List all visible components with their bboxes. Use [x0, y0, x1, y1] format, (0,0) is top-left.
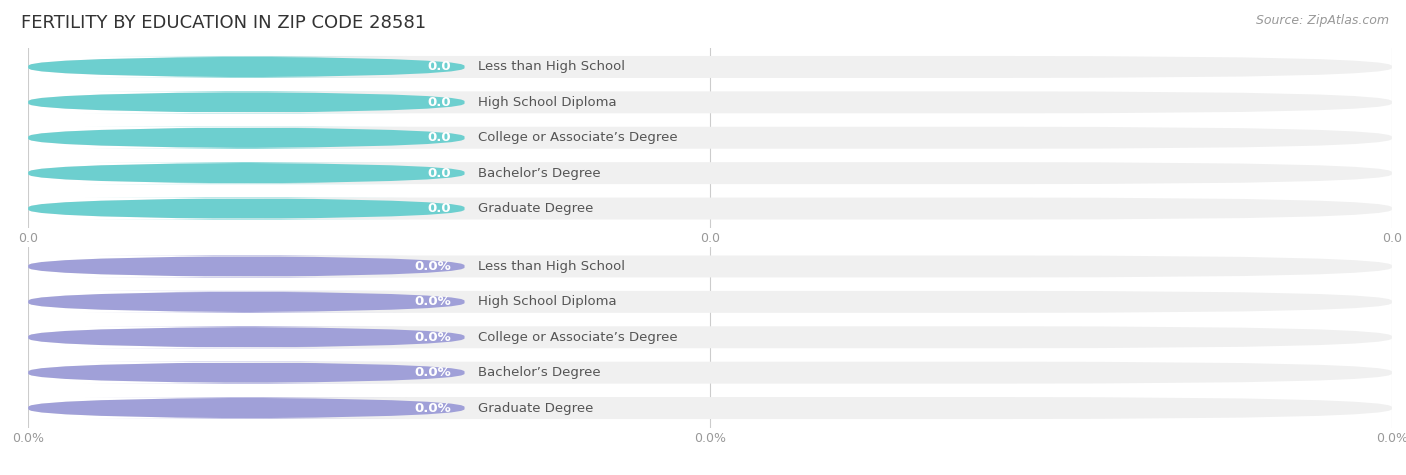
FancyBboxPatch shape [28, 127, 464, 149]
FancyBboxPatch shape [28, 291, 464, 313]
FancyBboxPatch shape [28, 326, 464, 348]
FancyBboxPatch shape [28, 127, 1392, 149]
Text: Source: ZipAtlas.com: Source: ZipAtlas.com [1256, 14, 1389, 27]
Text: Less than High School: Less than High School [478, 60, 626, 74]
FancyBboxPatch shape [28, 91, 464, 114]
FancyBboxPatch shape [28, 397, 464, 419]
FancyBboxPatch shape [28, 291, 1392, 313]
Text: College or Associate’s Degree: College or Associate’s Degree [478, 331, 678, 344]
Text: High School Diploma: High School Diploma [478, 96, 617, 109]
Text: 0.0: 0.0 [427, 202, 451, 215]
FancyBboxPatch shape [28, 361, 1392, 384]
Text: College or Associate’s Degree: College or Associate’s Degree [478, 131, 678, 144]
Text: 0.0: 0.0 [427, 96, 451, 109]
Text: Graduate Degree: Graduate Degree [478, 401, 593, 415]
FancyBboxPatch shape [28, 256, 1392, 277]
Text: 0.0%: 0.0% [415, 401, 451, 415]
Text: Bachelor’s Degree: Bachelor’s Degree [478, 366, 600, 379]
Text: Less than High School: Less than High School [478, 260, 626, 273]
Text: FERTILITY BY EDUCATION IN ZIP CODE 28581: FERTILITY BY EDUCATION IN ZIP CODE 28581 [21, 14, 426, 32]
Text: 0.0: 0.0 [427, 131, 451, 144]
Text: Bachelor’s Degree: Bachelor’s Degree [478, 167, 600, 180]
Text: 0.0: 0.0 [427, 167, 451, 180]
FancyBboxPatch shape [28, 56, 464, 78]
FancyBboxPatch shape [28, 361, 464, 384]
Text: 0.0%: 0.0% [415, 366, 451, 379]
FancyBboxPatch shape [28, 256, 464, 277]
FancyBboxPatch shape [28, 162, 1392, 184]
Text: High School Diploma: High School Diploma [478, 295, 617, 308]
Text: 0.0: 0.0 [427, 60, 451, 74]
Text: 0.0%: 0.0% [415, 331, 451, 344]
FancyBboxPatch shape [28, 397, 1392, 419]
FancyBboxPatch shape [28, 56, 1392, 78]
FancyBboxPatch shape [28, 91, 1392, 114]
Text: 0.0%: 0.0% [415, 295, 451, 308]
FancyBboxPatch shape [28, 198, 464, 219]
FancyBboxPatch shape [28, 162, 464, 184]
FancyBboxPatch shape [28, 198, 1392, 219]
FancyBboxPatch shape [28, 326, 1392, 348]
Text: Graduate Degree: Graduate Degree [478, 202, 593, 215]
Text: 0.0%: 0.0% [415, 260, 451, 273]
